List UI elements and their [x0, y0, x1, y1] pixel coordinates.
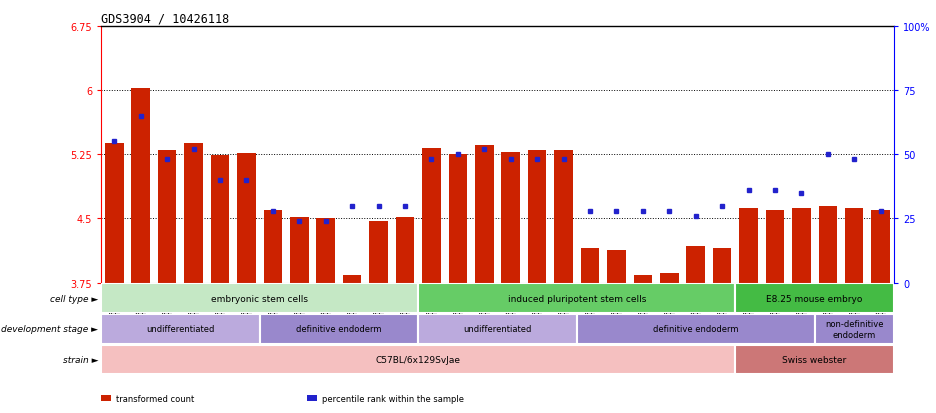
- Text: definitive endoderm: definitive endoderm: [653, 325, 739, 334]
- Bar: [845, 209, 864, 283]
- Bar: [580, 248, 599, 283]
- Bar: [422, 149, 441, 283]
- Bar: [607, 250, 625, 283]
- Text: definitive endoderm: definitive endoderm: [296, 325, 382, 334]
- Bar: [713, 248, 731, 283]
- Bar: [396, 217, 415, 283]
- Bar: [448, 155, 467, 283]
- Text: strain ►: strain ►: [63, 355, 98, 364]
- Bar: [211, 156, 229, 283]
- Text: C57BL/6x129SvJae: C57BL/6x129SvJae: [375, 355, 461, 364]
- Text: undifferentiated: undifferentiated: [463, 325, 532, 334]
- Text: E8.25 mouse embryo: E8.25 mouse embryo: [767, 294, 863, 303]
- Bar: [502, 152, 519, 283]
- Bar: [259, 314, 418, 344]
- Bar: [819, 206, 837, 283]
- Bar: [686, 246, 705, 283]
- Bar: [105, 144, 124, 283]
- Bar: [418, 284, 736, 313]
- Text: induced pluripotent stem cells: induced pluripotent stem cells: [507, 294, 646, 303]
- Text: undifferentiated: undifferentiated: [146, 325, 214, 334]
- Bar: [814, 314, 894, 344]
- Bar: [792, 209, 811, 283]
- Text: non-definitive
endoderm: non-definitive endoderm: [825, 320, 884, 339]
- Text: cell type ►: cell type ►: [50, 294, 98, 303]
- Bar: [264, 210, 282, 283]
- Text: Swiss webster: Swiss webster: [782, 355, 847, 364]
- Bar: [528, 151, 547, 283]
- Text: development stage ►: development stage ►: [1, 325, 98, 334]
- Bar: [418, 314, 577, 344]
- Bar: [370, 221, 388, 283]
- Bar: [101, 314, 259, 344]
- Bar: [101, 284, 418, 313]
- Bar: [871, 210, 890, 283]
- Bar: [736, 345, 894, 375]
- Text: transformed count: transformed count: [116, 394, 195, 403]
- Bar: [343, 275, 361, 283]
- Bar: [101, 345, 736, 375]
- Text: percentile rank within the sample: percentile rank within the sample: [322, 394, 464, 403]
- Bar: [158, 151, 176, 283]
- Bar: [577, 314, 814, 344]
- Bar: [766, 210, 784, 283]
- Bar: [554, 151, 573, 283]
- Bar: [475, 145, 493, 283]
- Bar: [739, 209, 758, 283]
- Text: GDS3904 / 10426118: GDS3904 / 10426118: [101, 13, 229, 26]
- Bar: [131, 89, 150, 283]
- Bar: [237, 154, 256, 283]
- Bar: [184, 144, 203, 283]
- Text: embryonic stem cells: embryonic stem cells: [212, 294, 308, 303]
- Bar: [316, 219, 335, 283]
- Bar: [634, 275, 652, 283]
- Bar: [660, 273, 679, 283]
- Bar: [736, 284, 894, 313]
- Bar: [290, 217, 309, 283]
